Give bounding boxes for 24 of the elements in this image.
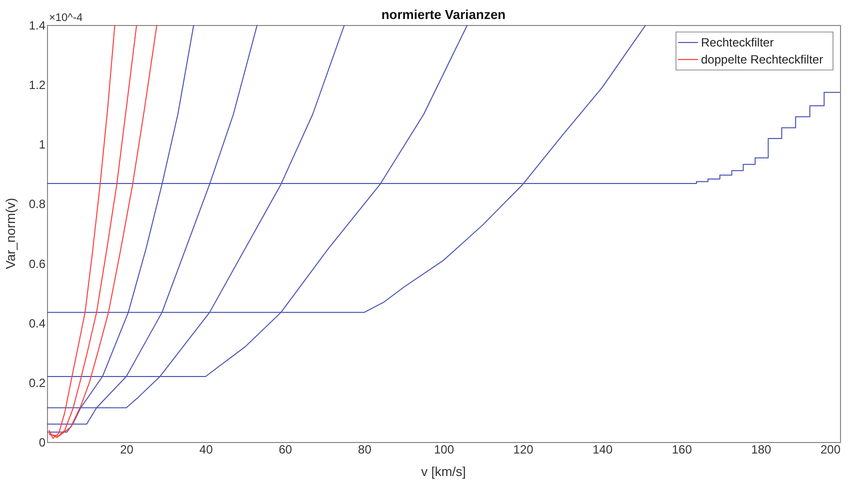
chart-title: normierte Varianzen bbox=[381, 7, 506, 22]
x-tick-label: 100 bbox=[434, 442, 454, 456]
x-tick-label: 140 bbox=[592, 442, 613, 456]
y-axis-title: Var_norm(v) bbox=[3, 198, 18, 270]
x-tick-label: 40 bbox=[199, 442, 214, 456]
x-tick-label: 200 bbox=[820, 442, 841, 456]
legend-label: doppelte Rechteckfilter bbox=[701, 52, 824, 66]
x-tick-label: 180 bbox=[751, 442, 772, 456]
x-tick-label: 80 bbox=[358, 442, 372, 456]
x-tick-label: 20 bbox=[120, 442, 134, 456]
x-tick-label: 160 bbox=[672, 442, 692, 456]
x-axis-title: v [km/s] bbox=[421, 464, 466, 479]
x-tick-label: 60 bbox=[278, 442, 292, 456]
y-tick-label: 0.2 bbox=[28, 376, 46, 390]
y-tick-label: 0.4 bbox=[28, 316, 46, 330]
y-tick-label: 1 bbox=[38, 138, 46, 152]
y-tick-label: 0.8 bbox=[28, 197, 46, 212]
x-tick-label: 120 bbox=[513, 442, 534, 456]
y-tick-label: 0 bbox=[38, 436, 46, 450]
y-tick-label: 1.2 bbox=[28, 78, 46, 92]
y-tick-label: 1.4 bbox=[28, 18, 46, 32]
y-tick-label: 0.6 bbox=[28, 256, 46, 271]
text: ×10^-4 bbox=[49, 12, 83, 24]
legend-label: Rechteckfilter bbox=[701, 36, 774, 50]
